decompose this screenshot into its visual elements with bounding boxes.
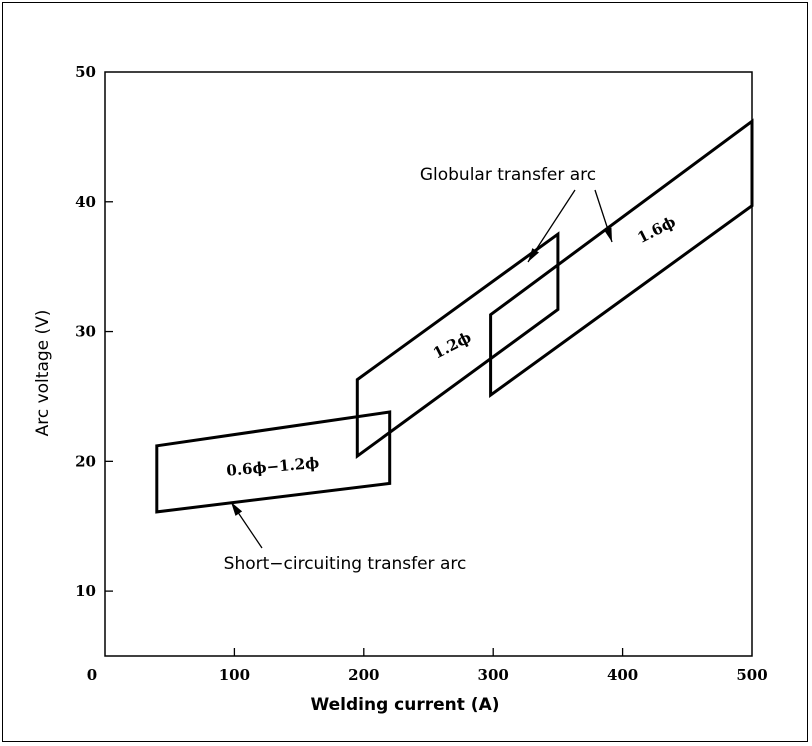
y-tick-label: 30 xyxy=(75,323,96,341)
annotation-short-circuiting: Short−circuiting transfer arc xyxy=(224,554,467,574)
x-tick-label: 400 xyxy=(607,666,638,684)
tick-marks xyxy=(105,201,624,656)
region-label-2: 1.2ϕ xyxy=(430,328,474,362)
y-tick-label: 40 xyxy=(75,193,96,211)
y-axis-title: Arc voltage (V) xyxy=(33,310,53,437)
x-tick-label: 200 xyxy=(348,666,379,684)
plot-border xyxy=(104,71,753,657)
region-2 xyxy=(355,231,560,460)
globular-leader-right-arrowhead xyxy=(603,227,612,242)
region-1 xyxy=(155,410,392,514)
x-axis-title: Welding current (A) xyxy=(310,695,499,715)
region-labels: 0.6ϕ−1.2ϕ 1.2ϕ 1.6ϕ xyxy=(226,213,679,480)
short-circuit-leader-arrowhead xyxy=(231,502,243,516)
globular-leader-left-line xyxy=(527,189,576,263)
tick-labels: 0 100 200 300 400 500 10 20 30 40 50 xyxy=(75,63,768,684)
region-label-3: 1.6ϕ xyxy=(635,213,679,247)
region-label-1: 0.6ϕ−1.2ϕ xyxy=(226,454,320,480)
globular-leader-left-arrowhead xyxy=(528,248,540,262)
y-tick-label: 50 xyxy=(75,63,96,81)
region-3 xyxy=(489,118,754,399)
y-tick-label: 10 xyxy=(75,582,96,600)
annotation-leaders xyxy=(230,189,613,549)
x-tick-label: 300 xyxy=(478,666,509,684)
axes xyxy=(104,71,753,657)
x-tick-label: 500 xyxy=(736,666,767,684)
x-tick-label: 0 xyxy=(87,666,97,684)
y-tick-label: 20 xyxy=(75,452,96,470)
regions xyxy=(155,118,754,514)
x-tick-label: 100 xyxy=(219,666,250,684)
annotation-globular: Globular transfer arc xyxy=(420,165,596,185)
